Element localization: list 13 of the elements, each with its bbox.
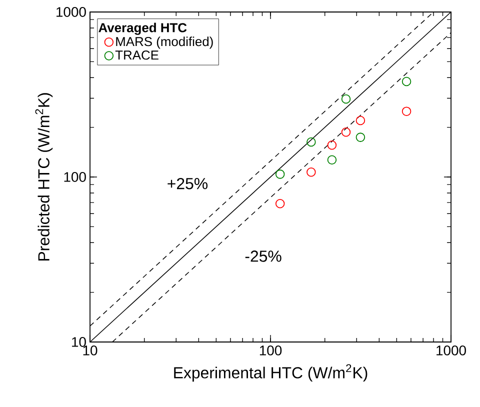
x-axis-title: Experimental HTC (W/m$^{2}$K) (174, 364, 368, 382)
y-tick-label: 1000 (56, 7, 86, 17)
legend-label: TRACE (115, 50, 158, 60)
y-tick-label: 100 (64, 172, 86, 182)
legend-label: MARS (modified) (116, 36, 213, 49)
annotation: -25% (245, 250, 282, 262)
x-tick-label: 10 (83, 346, 98, 356)
legend-title: Averaged HTC (98, 22, 187, 35)
x-tick-label: 1000 (436, 346, 466, 356)
y-tick-label: 10 (72, 337, 86, 347)
y-axis-title: Predicted HTC (W/m$^{2}$K) (35, 93, 53, 261)
annotation: +25% (168, 178, 208, 190)
x-tick-label: 100 (260, 346, 282, 356)
